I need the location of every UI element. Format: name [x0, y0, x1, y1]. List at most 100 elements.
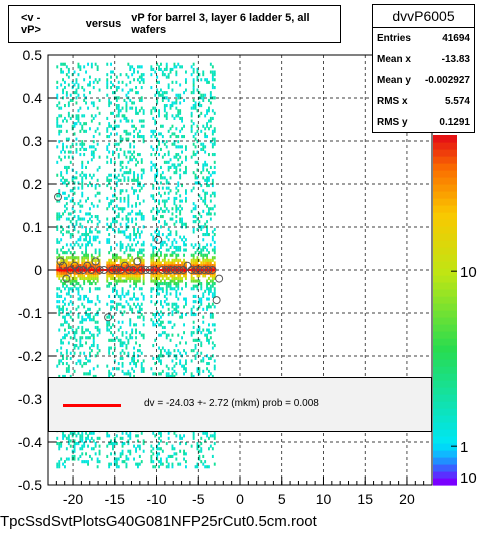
- heatmap-cell: [152, 129, 155, 133]
- heatmap-cell: [98, 165, 101, 169]
- heatmap-cell: [160, 372, 162, 376]
- heatmap-cell: [127, 75, 130, 79]
- heatmap-cell: [131, 307, 134, 311]
- heatmap-cell: [140, 158, 143, 162]
- palette-cell: [433, 219, 457, 227]
- heatmap-cell: [163, 176, 166, 180]
- heatmap-cell: [89, 346, 91, 350]
- heatmap-cell: [75, 434, 78, 438]
- heatmap-cell: [167, 313, 170, 317]
- heatmap-cell: [140, 186, 143, 190]
- profile-point: [66, 266, 75, 274]
- heatmap-cell: [169, 217, 172, 221]
- heatmap-cell: [56, 194, 59, 198]
- heatmap-cell: [171, 101, 174, 105]
- heatmap-cell: [161, 462, 164, 466]
- heatmap-cell: [67, 341, 70, 345]
- heatmap-cell: [150, 160, 153, 164]
- heatmap-cell: [75, 142, 78, 146]
- heatmap-cell: [125, 300, 128, 304]
- heatmap-cell: [62, 315, 64, 319]
- profile-point: [187, 266, 196, 274]
- heatmap-cell: [90, 230, 93, 234]
- heatmap-cell: [185, 165, 187, 169]
- heatmap-cell: [161, 346, 164, 350]
- heatmap-cell: [92, 145, 95, 149]
- heatmap-cell: [169, 374, 172, 378]
- heatmap-cell: [208, 302, 210, 306]
- heatmap-cell: [64, 104, 66, 108]
- heatmap-cell: [83, 258, 86, 262]
- heatmap-cell: [81, 194, 84, 198]
- heatmap-cell: [81, 318, 84, 322]
- heatmap-cell: [181, 287, 183, 291]
- heatmap-cell: [204, 222, 207, 226]
- heatmap-cell: [67, 67, 70, 71]
- heatmap-cell: [208, 119, 210, 123]
- heatmap-cell: [129, 264, 132, 268]
- heatmap-cell: [73, 369, 76, 373]
- heatmap-cell: [106, 135, 109, 139]
- heatmap-cell: [62, 145, 64, 149]
- heatmap-cell: [167, 367, 170, 371]
- heatmap-cell: [133, 173, 135, 177]
- heatmap-cell: [194, 181, 197, 185]
- heatmap-cell: [125, 129, 128, 133]
- heatmap-cell: [167, 181, 170, 185]
- heatmap-cell: [65, 202, 68, 206]
- heatmap-cell: [150, 460, 153, 464]
- heatmap-cell: [58, 307, 61, 311]
- heatmap-cell: [121, 349, 124, 353]
- profile-point: [74, 266, 83, 274]
- heatmap-cell: [117, 264, 120, 268]
- heatmap-cell: [125, 93, 128, 97]
- heatmap-cell: [112, 261, 114, 265]
- heatmap-cell: [92, 104, 95, 108]
- heatmap-cell: [119, 274, 122, 278]
- heatmap-cell: [106, 184, 109, 188]
- heatmap-cell: [165, 140, 168, 144]
- heatmap-cell: [67, 261, 70, 265]
- heatmap-cell: [121, 333, 124, 337]
- heatmap-cell: [60, 171, 63, 175]
- heatmap-cell: [113, 287, 116, 291]
- heatmap-cell: [137, 196, 139, 200]
- heatmap-cell: [133, 145, 135, 149]
- profile-point: [124, 266, 133, 274]
- heatmap-cell: [208, 127, 210, 131]
- heatmap-cell: [125, 109, 128, 113]
- heatmap-cell: [196, 274, 199, 278]
- heatmap-cell: [152, 132, 155, 136]
- heatmap-cell: [206, 261, 208, 265]
- heatmap-cell: [62, 70, 64, 74]
- heatmap-cell: [158, 282, 160, 286]
- heatmap-cell: [112, 274, 114, 278]
- heatmap-cell: [150, 289, 153, 293]
- heatmap-cell: [77, 202, 80, 206]
- heatmap-cell: [117, 338, 120, 342]
- heatmap-cell: [209, 258, 212, 262]
- heatmap-cell: [171, 243, 174, 247]
- heatmap-cell: [175, 155, 178, 159]
- heatmap-cell: [62, 462, 64, 466]
- heatmap-cell: [83, 253, 86, 257]
- heatmap-cell: [138, 235, 141, 239]
- heatmap-cell: [198, 73, 201, 77]
- heatmap-cell: [202, 225, 205, 229]
- heatmap-cell: [211, 447, 214, 451]
- heatmap-cell: [200, 225, 203, 229]
- heatmap-cell: [96, 178, 99, 182]
- heatmap-cell: [156, 238, 159, 242]
- heatmap-cell: [62, 310, 64, 314]
- heatmap-cell: [179, 248, 182, 252]
- heatmap-cell: [190, 155, 193, 159]
- heatmap-cell: [58, 106, 61, 110]
- heatmap-cell: [127, 302, 130, 306]
- heatmap-cell: [208, 362, 210, 366]
- palette-cell: [433, 394, 457, 402]
- heatmap-cell: [119, 230, 122, 234]
- heatmap-cell: [89, 336, 91, 340]
- heatmap-cell: [163, 160, 166, 164]
- heatmap-cell: [60, 178, 63, 182]
- heatmap-cell: [161, 155, 164, 159]
